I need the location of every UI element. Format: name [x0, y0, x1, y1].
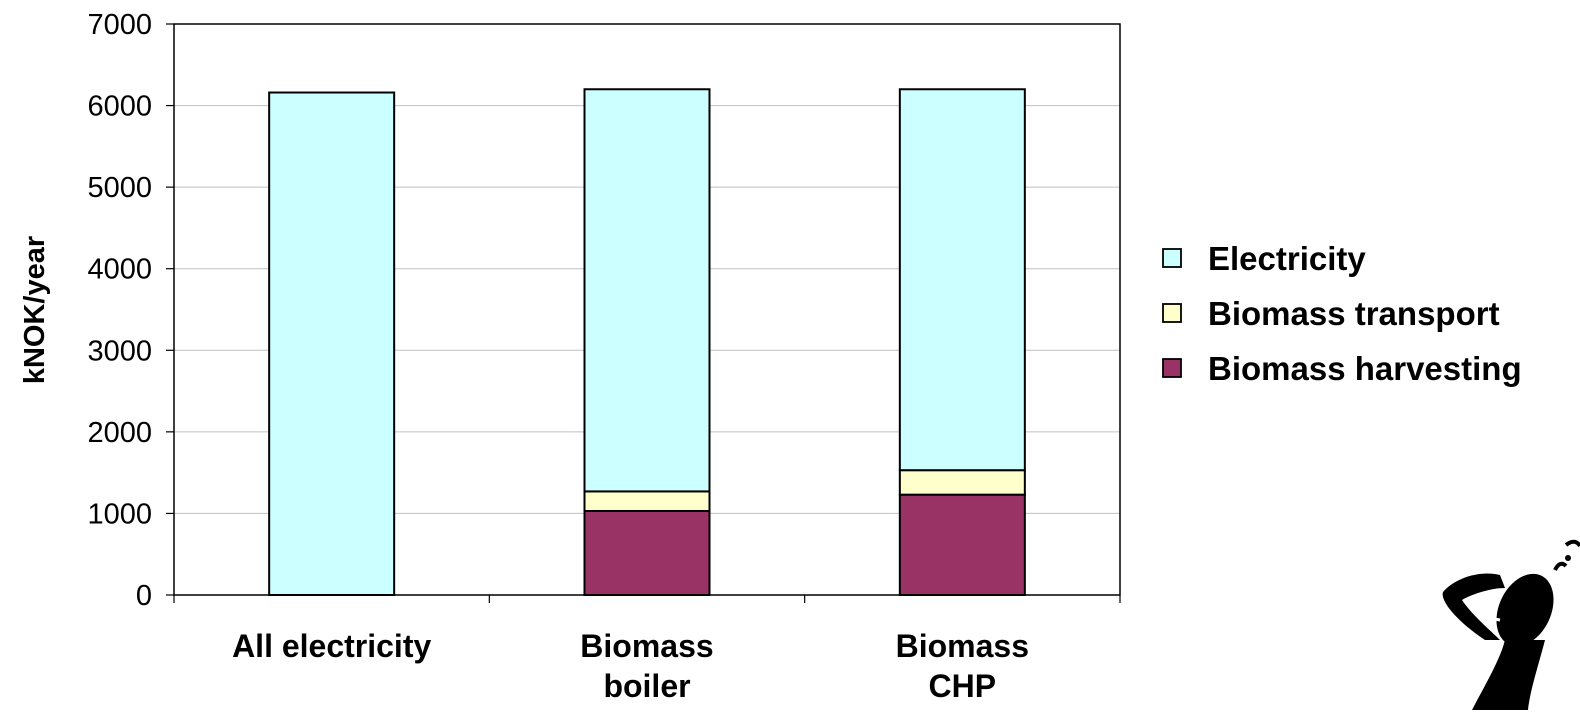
- y-tick-label: 6000: [87, 91, 152, 123]
- plot-frame: [173, 23, 1121, 596]
- bar-segment: [583, 490, 711, 512]
- axes: [166, 23, 1121, 603]
- x-category-label: CHP: [929, 668, 997, 704]
- legend-swatch: [1162, 248, 1182, 268]
- y-tick-label: 1000: [87, 498, 152, 530]
- bar-segment: [898, 493, 1026, 596]
- bar-segment: [583, 88, 711, 493]
- y-tick-label: 3000: [87, 335, 152, 367]
- labels: 0 1000 2000 3000 4000 5000 6000 7000 All electri…: [19, 9, 1029, 704]
- x-category-label: All electricity: [232, 628, 431, 664]
- thinking-person-icon: [1442, 539, 1580, 710]
- y-tick-label: 4000: [87, 254, 152, 286]
- legend-label: Biomass harvesting: [1208, 350, 1522, 387]
- legend: Electricity Biomass transport Biomass harv…: [1162, 240, 1522, 387]
- legend-swatch: [1162, 303, 1182, 323]
- x-category-label: Biomass: [580, 628, 713, 664]
- bars: [268, 88, 1026, 597]
- bar-segment: [898, 469, 1026, 496]
- legend-label: Electricity: [1208, 240, 1366, 277]
- y-tick-label: 2000: [87, 417, 152, 449]
- y-tick-label: 7000: [87, 9, 152, 41]
- y-axis-title: kNOK/year: [19, 236, 51, 384]
- bar-segment: [898, 88, 1026, 472]
- bar-segment: [268, 91, 396, 597]
- bar-segment: [583, 509, 711, 596]
- x-category-label: boiler: [603, 668, 690, 704]
- legend-label: Biomass transport: [1208, 295, 1500, 332]
- y-tick-label: 0: [136, 580, 152, 612]
- y-tick-label: 5000: [87, 172, 152, 204]
- x-category-label: Biomass: [896, 628, 1029, 664]
- legend-swatch: [1162, 358, 1182, 378]
